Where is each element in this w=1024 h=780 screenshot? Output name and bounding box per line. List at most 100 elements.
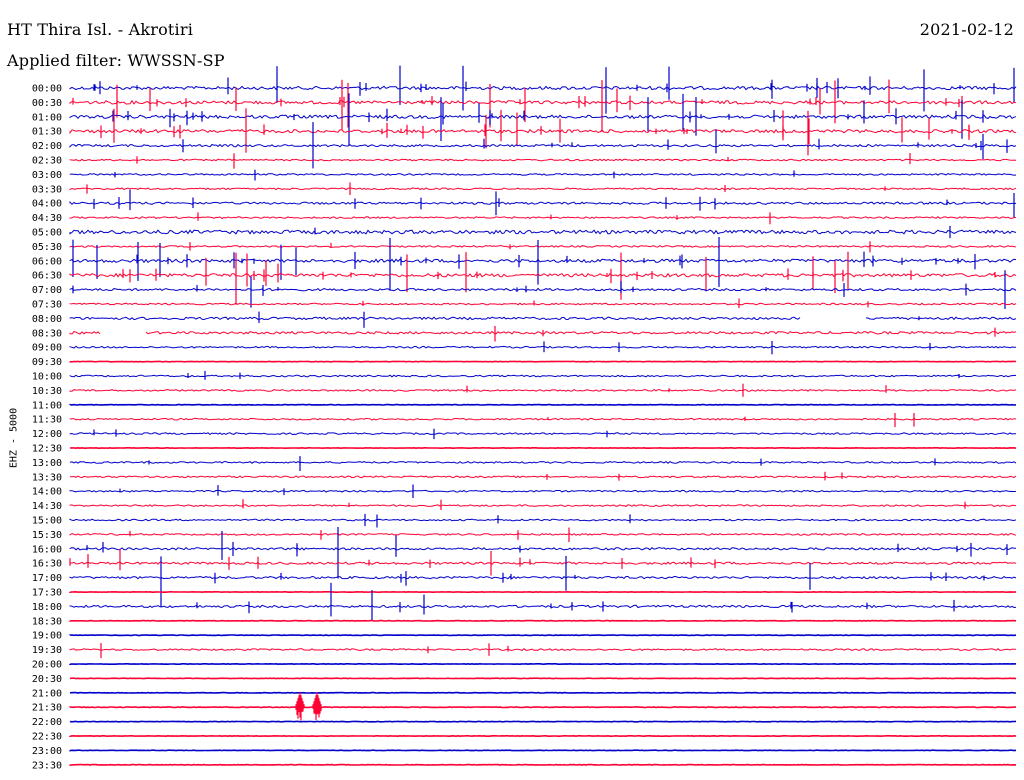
time-tick-label: 08:30 [32, 328, 62, 339]
time-tick-label: 21:30 [32, 703, 62, 714]
time-tick-label: 11:30 [32, 415, 62, 426]
time-tick-label: 15:00 [32, 516, 62, 527]
trace-row-0930: 09:30 [32, 357, 1017, 368]
trace-row-0000: 00:00 [32, 65, 1017, 114]
time-tick-label: 07:30 [32, 300, 62, 311]
trace-row-1500: 15:00 [32, 513, 1017, 528]
time-tick-label: 04:30 [32, 213, 62, 224]
trace-row-1100: 11:00 [32, 400, 1017, 411]
trace-row-2130: 21:30 [32, 692, 1017, 721]
time-tick-label: 12:00 [32, 429, 62, 440]
trace-row-0430: 04:30 [32, 212, 1017, 225]
time-tick-label: 20:00 [32, 660, 62, 671]
time-tick-label: 06:00 [32, 256, 62, 267]
filter-label: Applied filter: WWSSN-SP [7, 51, 225, 70]
trace-row-1530: 15:30 [32, 527, 1017, 543]
trace-row-2230: 22:30 [32, 732, 1017, 743]
trace-row-2300: 23:00 [32, 746, 1017, 757]
trace-row-1930: 19:30 [32, 643, 1017, 659]
trace-row-0900: 09:00 [32, 341, 1016, 355]
time-tick-label: 07:00 [32, 285, 62, 296]
trace-row-0400: 04:00 [32, 189, 1017, 218]
trace-line [69, 518, 1017, 522]
trace-row-1900: 19:00 [32, 631, 1017, 642]
trace-row-1230: 12:30 [32, 444, 1017, 455]
time-tick-label: 06:30 [32, 271, 62, 282]
trace-line [69, 272, 1017, 278]
trace-row-1300: 13:00 [32, 456, 1017, 471]
trace-line [69, 114, 1017, 120]
time-tick-label: 15:30 [32, 530, 62, 541]
time-tick-label: 00:30 [32, 98, 62, 109]
trace-line [69, 330, 1017, 335]
trace-row-1400: 14:00 [32, 484, 1017, 498]
time-tick-label: 23:00 [32, 746, 62, 757]
trace-line [69, 504, 1017, 508]
time-tick-label: 11:00 [32, 400, 62, 411]
trace-line [69, 460, 1017, 464]
trace-line [69, 173, 1016, 176]
trace-line [69, 187, 1017, 191]
trace-line [69, 128, 1017, 135]
trace-line [69, 287, 1017, 292]
trace-line [69, 143, 1017, 148]
trace-row-1800: 18:00 [32, 582, 1017, 622]
time-tick-label: 21:00 [32, 688, 62, 699]
trace-row-2000: 20:00 [32, 660, 1017, 671]
time-tick-label: 03:00 [32, 170, 62, 181]
trace-row-0130: 01:30 [32, 108, 1017, 156]
trace-row-1130: 11:30 [32, 413, 1017, 428]
trace-line [69, 706, 1017, 709]
trace-row-2200: 22:00 [32, 717, 1017, 728]
trace-line [69, 216, 1017, 220]
time-tick-label: 12:30 [32, 444, 62, 455]
trace-row-0030: 00:30 [32, 79, 1017, 132]
trace-row-1000: 10:00 [32, 370, 1017, 383]
time-tick-label: 19:30 [32, 645, 62, 656]
trace-row-0100: 01:00 [32, 93, 1017, 146]
time-tick-label: 01:00 [32, 112, 62, 123]
time-tick-label: 05:30 [32, 242, 62, 253]
time-tick-label: 10:00 [32, 372, 62, 383]
trace-row-1700: 17:00 [32, 555, 1017, 608]
trace-line [69, 244, 1017, 248]
trace-row-1030: 10:30 [32, 383, 1017, 397]
trace-row-1430: 14:30 [32, 499, 1017, 512]
trace-line [69, 489, 1017, 493]
trace-row-0530: 05:30 [32, 241, 1017, 253]
trace-row-1830: 18:30 [32, 616, 1017, 627]
time-tick-label: 13:00 [32, 458, 62, 469]
time-tick-label: 18:00 [32, 602, 62, 613]
trace-row-0800: 08:00 [32, 311, 1017, 328]
trace-line [69, 417, 1017, 421]
trace-line [70, 475, 1017, 479]
time-tick-label: 00:00 [32, 84, 62, 95]
trace-line [69, 316, 1017, 321]
trace-line [69, 604, 1017, 609]
time-tick-label: 13:30 [32, 472, 62, 483]
trace-line [69, 99, 1017, 105]
trace-row-1200: 12:00 [32, 428, 1016, 440]
time-tick-label: 20:30 [32, 674, 62, 685]
time-tick-label: 18:30 [32, 616, 62, 627]
trace-line [69, 575, 1017, 580]
trace-row-2030: 20:30 [32, 674, 1017, 685]
trace-row-0200: 02:00 [32, 122, 1017, 169]
time-tick-label: 17:30 [32, 588, 62, 599]
trace-row-0730: 07:30 [32, 298, 1017, 311]
trace-row-2330: 23:30 [32, 760, 1017, 771]
trace-line [69, 158, 1017, 162]
trace-line [69, 374, 1017, 378]
trace-row-1330: 13:30 [32, 471, 1017, 483]
trace-line [69, 345, 1016, 349]
trace-row-0230: 02:30 [32, 153, 1017, 169]
time-tick-label: 09:30 [32, 357, 62, 368]
time-tick-label: 01:30 [32, 127, 62, 138]
time-tick-label: 14:30 [32, 501, 62, 512]
time-tick-label: 03:30 [32, 184, 62, 195]
time-tick-label: 16:00 [32, 544, 62, 555]
time-tick-label: 23:30 [32, 760, 62, 771]
trace-row-1600: 16:00 [32, 527, 1017, 579]
trace-line [69, 432, 1016, 436]
